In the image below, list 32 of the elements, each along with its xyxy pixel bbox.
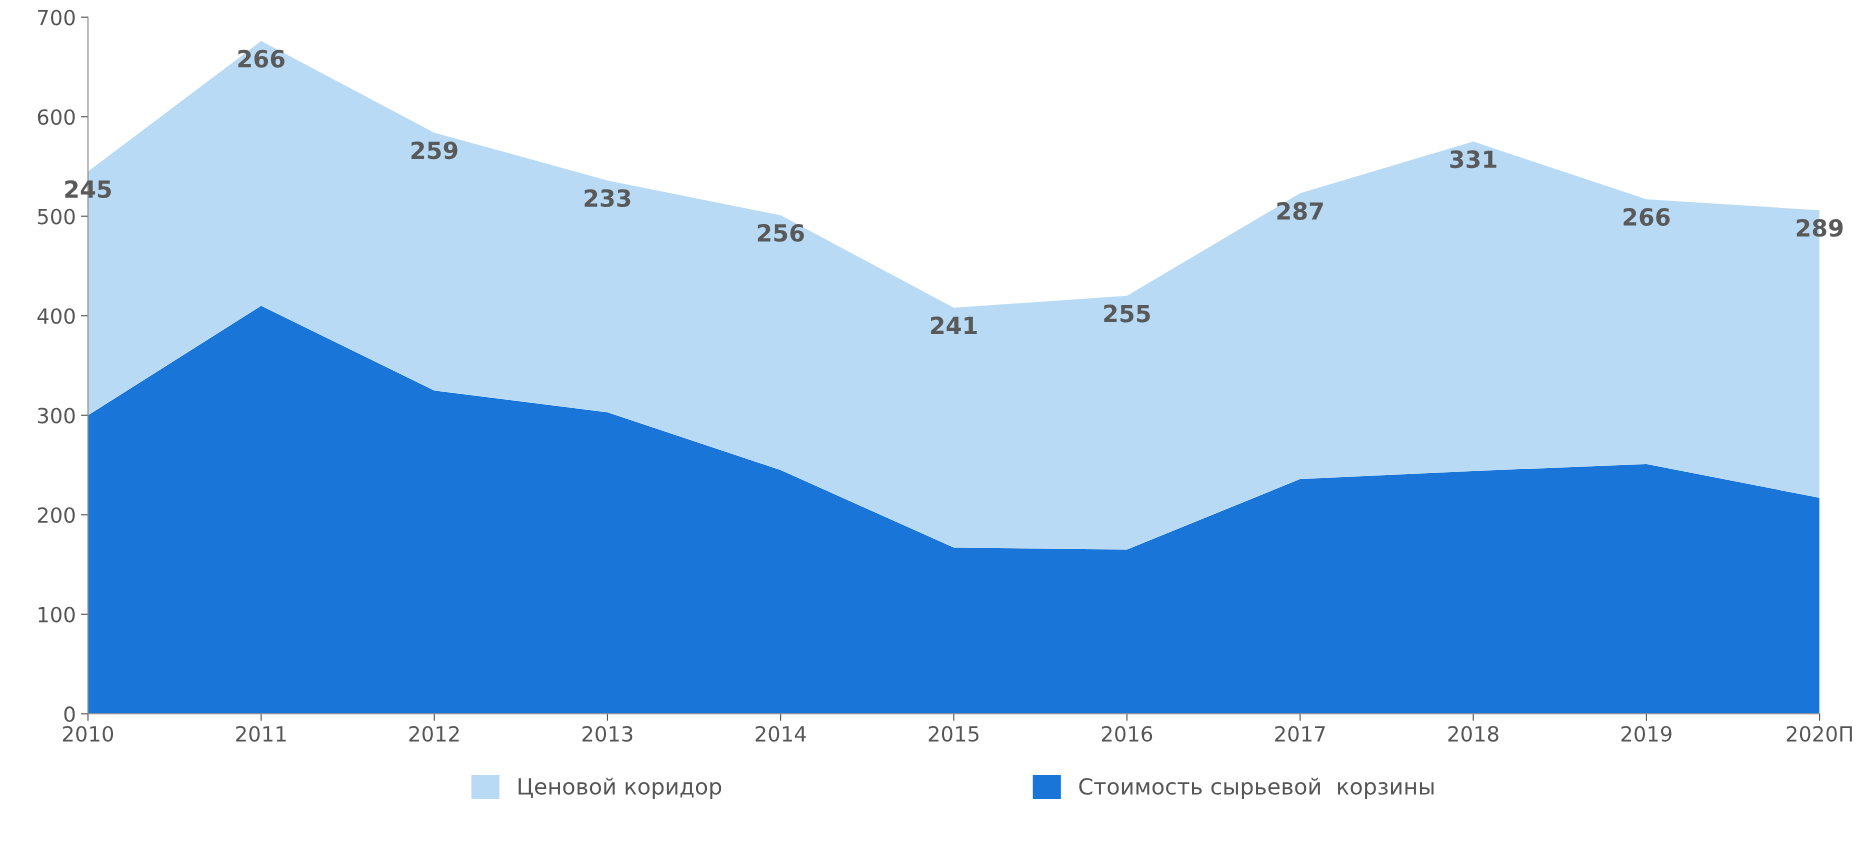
x-tick-label: 2019: [1621, 725, 1672, 742]
x-tick-label: 2015: [928, 725, 979, 742]
legend-label: Стоимость сырьевой корзины: [1079, 777, 1434, 800]
y-tick-label: 300: [38, 407, 75, 424]
x-tick-label: 2013: [582, 725, 633, 742]
y-tick-label: 400: [37, 308, 75, 324]
x-tick-label: 2018: [1448, 725, 1499, 742]
y-tick-label: 0: [64, 706, 75, 723]
data-label: 289: [1796, 219, 1843, 237]
data-label: 287: [1277, 202, 1323, 220]
x-tick-label: 2020П: [1786, 725, 1852, 742]
data-label: 233: [584, 189, 631, 208]
x-tick-label: 2010: [63, 725, 114, 742]
x-tick-label: 2016: [1101, 725, 1153, 742]
data-label: 255: [1104, 304, 1150, 323]
data-label: 241: [931, 316, 977, 335]
legend-label: Ценовой коридор: [518, 777, 722, 800]
data-label: 259: [411, 141, 458, 160]
x-tick-label: 2017: [1275, 725, 1325, 742]
y-tick-label: 600: [37, 109, 75, 125]
data-label: 256: [757, 223, 804, 242]
y-tick-label: 100: [38, 606, 75, 623]
x-tick-label: 2012: [409, 725, 459, 742]
data-label: 266: [238, 49, 285, 68]
x-tick-label: 2011: [236, 725, 286, 742]
y-tick-label: 700: [38, 9, 75, 26]
data-label: 266: [1623, 208, 1670, 226]
y-tick-label: 200: [37, 507, 75, 523]
data-label: 331: [1450, 150, 1497, 169]
y-tick-label: 500: [38, 208, 75, 225]
x-tick-label: 2014: [755, 725, 806, 742]
data-label: 245: [65, 180, 111, 199]
